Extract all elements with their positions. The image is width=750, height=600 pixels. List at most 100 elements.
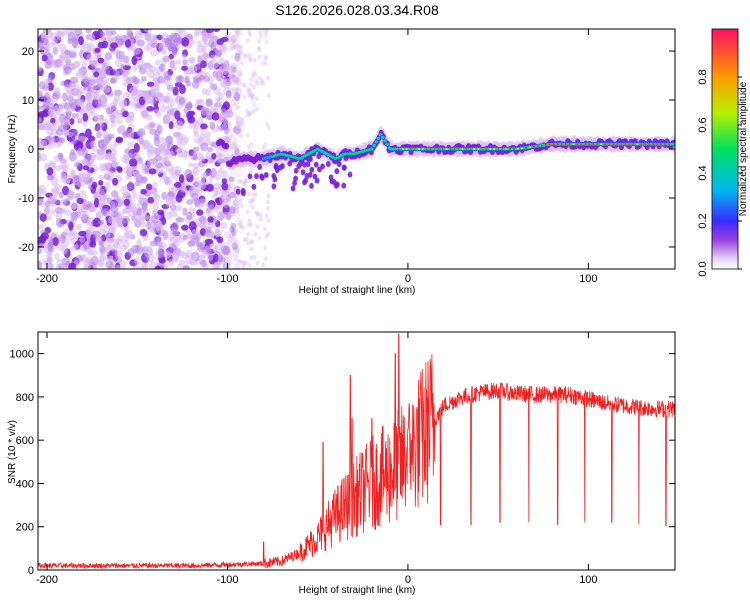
spectrogram-noise-cell bbox=[229, 191, 238, 199]
spectrogram-noise-cell bbox=[85, 103, 91, 111]
spectrogram-noise-cell bbox=[235, 169, 243, 178]
spectrogram-trace-hot bbox=[401, 148, 405, 150]
spectrogram-noise-cell bbox=[214, 261, 221, 269]
spectrogram-noise-cell bbox=[231, 241, 238, 251]
spectrogram-noise-cell bbox=[151, 209, 158, 215]
spectrogram-noise-cell bbox=[165, 92, 171, 102]
spectrogram-noise-cell bbox=[44, 200, 51, 208]
spectrogram-noise-cell bbox=[87, 217, 95, 227]
spectrogram-noise-cell bbox=[233, 76, 240, 83]
spectrogram-y-tick-label: -10 bbox=[18, 193, 34, 205]
colorbar-tick-label: 0.2 bbox=[697, 213, 709, 228]
spectrogram-noise-cell bbox=[38, 105, 43, 111]
spectrogram-noise-cell bbox=[235, 129, 240, 135]
spectrogram-noise-cell bbox=[76, 118, 83, 124]
spectrogram-noise-cell bbox=[195, 98, 204, 105]
spectrogram-noise-cell bbox=[162, 55, 171, 63]
spectrogram-noise-cell bbox=[189, 56, 196, 64]
spectrogram-noise-cell bbox=[241, 120, 246, 126]
spectrogram-noise-cell bbox=[190, 150, 198, 161]
spectrogram-noise-cell bbox=[251, 108, 256, 114]
spectrogram-trace-peak bbox=[305, 153, 309, 156]
spectrogram-trace-scatter bbox=[240, 188, 246, 195]
spectrogram-noise-cell bbox=[266, 218, 271, 224]
spectrogram-trace-hottest bbox=[469, 148, 472, 150]
spectrogram-trace-peak bbox=[338, 155, 342, 158]
spectrogram-noise-cell bbox=[259, 77, 264, 83]
spectrogram-noise-cell bbox=[238, 122, 243, 128]
spectrogram-noise-cell bbox=[140, 163, 148, 171]
spectrogram-trace-scatter bbox=[278, 164, 283, 171]
spectrogram-noise-cell bbox=[225, 90, 232, 99]
spectrogram-noise-cell bbox=[236, 82, 243, 89]
spectrogram-noise-cell bbox=[197, 180, 207, 190]
spectrogram-noise-cell bbox=[230, 141, 238, 150]
spectrogram-noise-cell bbox=[100, 130, 109, 138]
spectrogram-noise-cell bbox=[155, 59, 161, 66]
spectrogram-noise-cell bbox=[115, 137, 123, 144]
spectrogram-noise-cell bbox=[252, 58, 257, 64]
colorbar-label: Normalized spectral amplitude bbox=[738, 81, 749, 216]
spectrogram-trace-hottest bbox=[624, 143, 627, 145]
spectrogram-noise-cell bbox=[200, 142, 209, 152]
spectrogram-noise-cell bbox=[127, 165, 135, 175]
spectrogram-noise-cell bbox=[214, 205, 220, 214]
spectrogram-noise-cell bbox=[227, 73, 236, 79]
spectrogram-noise-cell bbox=[244, 237, 249, 243]
spectrogram-noise-cell bbox=[78, 190, 87, 198]
spectrogram-noise-cell bbox=[236, 202, 244, 209]
spectrogram-noise-cell bbox=[114, 35, 122, 41]
spectrogram-noise-cell bbox=[115, 58, 123, 68]
spectrogram-noise-cell bbox=[254, 78, 259, 84]
spectrogram-noise-cell bbox=[74, 162, 81, 168]
spectrogram-noise-cell bbox=[120, 185, 129, 195]
spectrogram-noise-cell bbox=[245, 87, 250, 93]
spectrogram-noise-cell bbox=[210, 83, 218, 91]
spectrogram-trace-scatter bbox=[251, 183, 257, 190]
spectrogram-noise-cell bbox=[90, 87, 97, 95]
snr-y-tick-label: 0 bbox=[28, 565, 34, 577]
spectrogram-noise-cell bbox=[85, 257, 95, 263]
spectrogram-noise-cell bbox=[155, 162, 164, 169]
spectrogram-trace-peak bbox=[370, 147, 374, 150]
spectrogram-noise-cell bbox=[196, 209, 204, 216]
spectrogram-noise-cell bbox=[231, 228, 237, 237]
spectrogram-trace-hot bbox=[528, 146, 532, 149]
spectrogram-noise-cell bbox=[223, 231, 232, 239]
spectrogram-noise-cell bbox=[171, 221, 179, 230]
spectrogram-noise-cell bbox=[145, 183, 153, 191]
spectrogram-noise-cell bbox=[66, 189, 75, 200]
spectrogram-noise-cell bbox=[238, 49, 243, 55]
spectrogram-noise-cell bbox=[182, 207, 188, 216]
spectrogram-noise-cell bbox=[84, 128, 92, 139]
spectrogram-noise-cell bbox=[122, 239, 130, 250]
spectrogram-noise-cell bbox=[149, 49, 158, 57]
spectrogram-noise-cell bbox=[221, 182, 229, 191]
spectrogram-noise-cell bbox=[86, 42, 96, 52]
spectrogram-noise-cell bbox=[172, 86, 179, 96]
spectrogram-noise-cell bbox=[201, 220, 207, 230]
spectrogram-trace-hottest bbox=[560, 143, 563, 145]
spectrogram-noise-cell bbox=[71, 38, 79, 49]
spectrogram-noise-cell bbox=[91, 263, 98, 269]
spectrogram-noise-cell bbox=[48, 74, 54, 83]
spectrogram-noise-cell bbox=[240, 61, 245, 67]
spectrogram-noise-cell bbox=[150, 146, 159, 156]
snr-x-tick-label: -200 bbox=[36, 574, 58, 586]
spectrogram-noise-cell bbox=[249, 222, 254, 228]
colorbar-tick-label: 0.0 bbox=[697, 261, 709, 276]
spectrogram-noise-cell bbox=[178, 97, 186, 106]
spectrogram-noise-cell bbox=[220, 108, 228, 115]
spectrogram-noise-cell bbox=[108, 143, 117, 152]
spectrogram-trace-scatter bbox=[336, 161, 342, 168]
spectrogram-noise-cell bbox=[228, 170, 238, 181]
spectrogram-noise-cell bbox=[222, 115, 228, 125]
spectrogram-noise-cell bbox=[236, 69, 244, 76]
spectrogram-noise-cell bbox=[100, 96, 107, 106]
spectrogram-noise-cell bbox=[132, 265, 142, 269]
spectrogram-noise-cell bbox=[74, 175, 80, 186]
spectrogram-noise-cell bbox=[133, 170, 140, 177]
spectrogram-noise-cell bbox=[236, 29, 243, 39]
spectrogram-noise-cell bbox=[79, 235, 86, 244]
